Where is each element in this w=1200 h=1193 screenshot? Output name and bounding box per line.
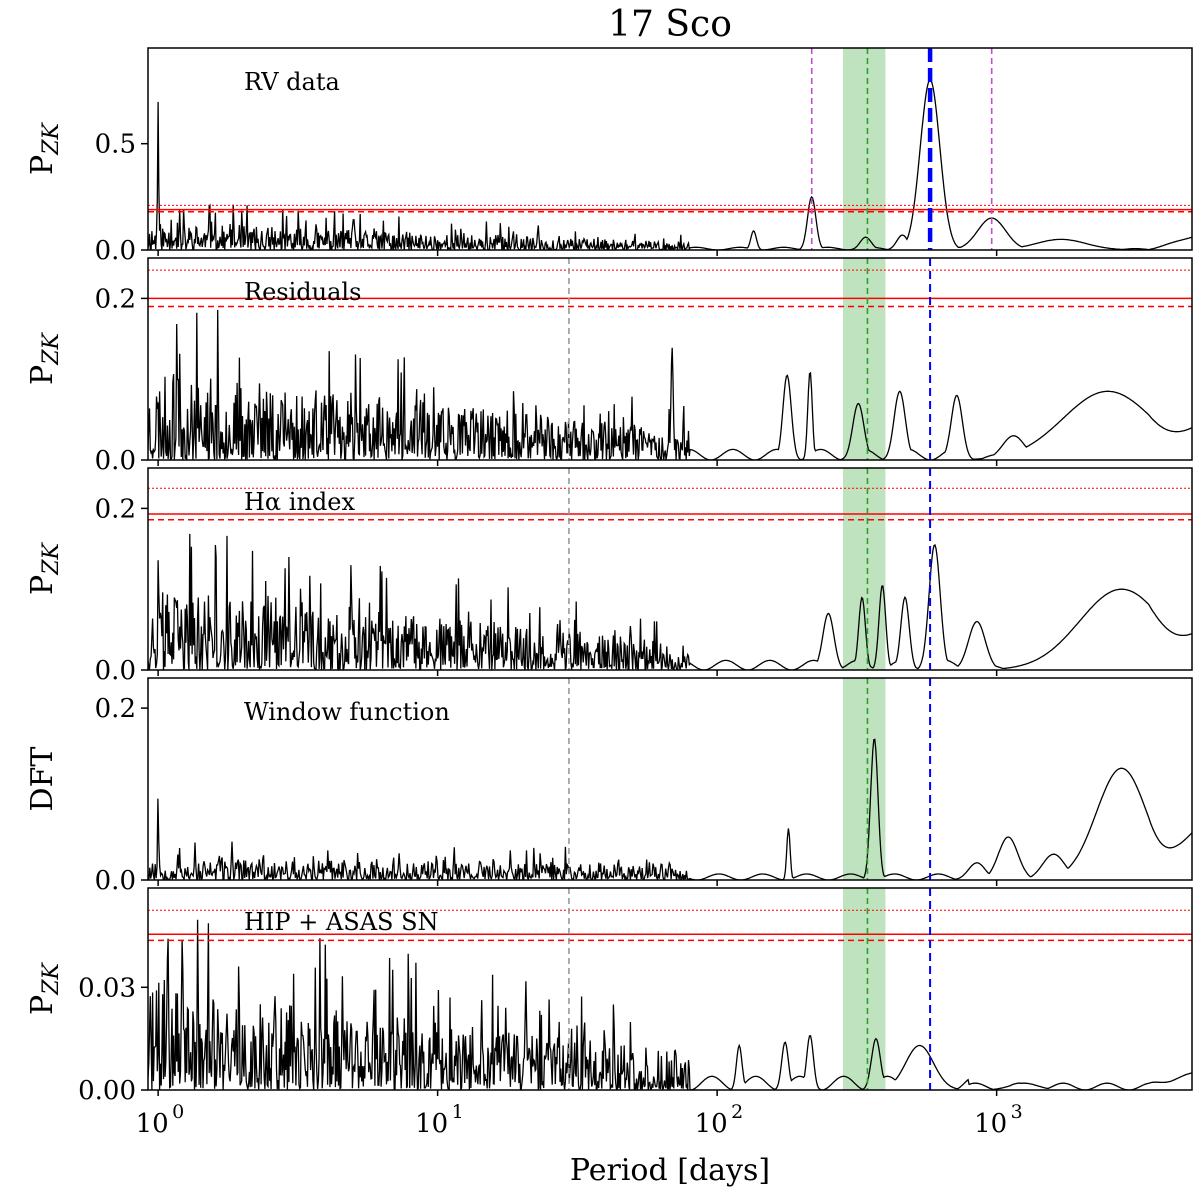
x-tick-exponent: 2 (731, 1101, 743, 1123)
y-tick-label: 0.00 (78, 1076, 136, 1106)
panel-frame (147, 47, 1193, 251)
y-axis-label-sub: ZK (39, 121, 64, 155)
y-axis-label: PZK (25, 961, 64, 1014)
chart-title: 17 Sco (608, 4, 732, 45)
x-tick-label: 10 (695, 1109, 728, 1139)
habitable-band (842, 678, 886, 880)
y-axis-label-sub: ZK (39, 541, 64, 575)
x-tick-label: 10 (415, 1109, 448, 1139)
panel-label: RV data (244, 68, 340, 96)
habitable-band (842, 888, 886, 1090)
y-tick-label: 0.03 (78, 973, 136, 1003)
y-axis-label-main: DFT (25, 747, 60, 812)
series-line (148, 738, 1192, 880)
x-axis-label: Period [days] (570, 1153, 770, 1188)
y-tick-label: 0.5 (95, 130, 136, 160)
x-axis-ticks: 10 0 10 1 10 2 10 3 (136, 1101, 1023, 1139)
panel-label: HIP + ASAS SN (244, 908, 439, 936)
x-tick-exponent: 3 (1011, 1101, 1023, 1123)
panel-4: 0.0 0.2 Window function DFT (25, 677, 1193, 896)
y-tick-label: 0.2 (95, 694, 136, 724)
habitable-band (842, 468, 886, 670)
panel-5: 0.00 0.03 HIP + ASAS SN PZK (25, 887, 1193, 1106)
panel-label: Hα index (244, 488, 355, 516)
x-tick-exponent: 0 (172, 1101, 184, 1123)
panel-3: 0.0 0.2 Hα index PZK (25, 467, 1193, 686)
panel-1: 0.0 0.5 RV data PZK (25, 47, 1193, 266)
y-tick-label: 0.0 (95, 866, 136, 896)
y-axis-label: DFT (25, 747, 60, 812)
y-axis-label-main: P (25, 365, 60, 385)
panel-frame (147, 467, 1193, 671)
y-axis-label: PZK (25, 121, 64, 174)
x-tick-label: 10 (136, 1109, 169, 1139)
y-axis-label-sub: ZK (39, 961, 64, 995)
y-axis-label-sub: ZK (39, 331, 64, 365)
y-tick-label: 0.0 (95, 236, 136, 266)
series-line (148, 533, 1192, 670)
panel-frame (147, 677, 1193, 881)
y-tick-label: 0.0 (95, 656, 136, 686)
series-line (148, 919, 1192, 1090)
series-line (148, 309, 1192, 460)
y-tick-label: 0.0 (95, 446, 136, 476)
panel-label: Window function (244, 698, 450, 726)
y-axis-label-main: P (25, 155, 60, 175)
x-tick-label: 10 (974, 1109, 1007, 1139)
y-axis-label: PZK (25, 541, 64, 594)
y-axis-label-main: P (25, 575, 60, 595)
y-axis-label: PZK (25, 331, 64, 384)
y-tick-label: 0.2 (95, 284, 136, 314)
panel-2: 0.0 0.2 Residuals PZK (25, 257, 1193, 476)
y-tick-label: 0.2 (95, 494, 136, 524)
panel-frame (147, 887, 1193, 1091)
panel-label: Residuals (244, 278, 361, 306)
habitable-band (842, 48, 886, 250)
series-line (148, 79, 1192, 250)
x-tick-exponent: 1 (452, 1101, 464, 1123)
panel-frame (147, 257, 1193, 461)
y-axis-label-main: P (25, 995, 60, 1015)
